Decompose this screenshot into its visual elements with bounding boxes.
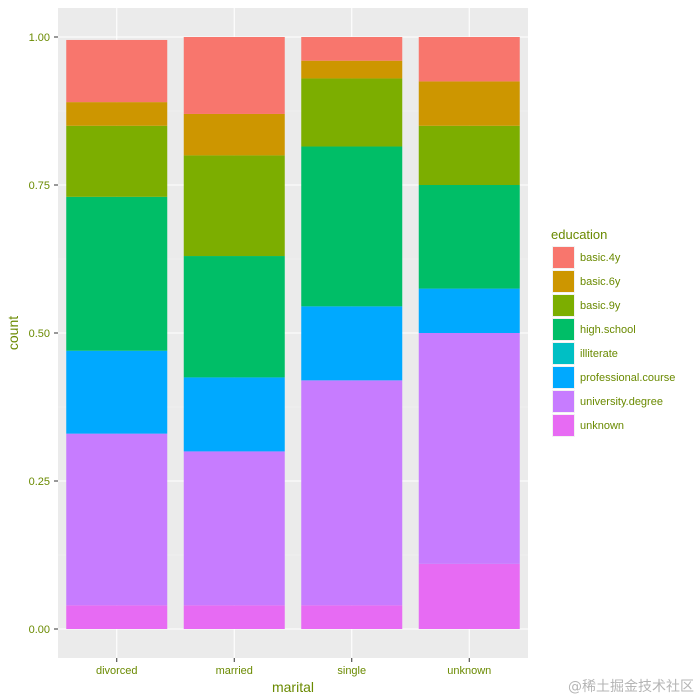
legend-title: education xyxy=(551,227,607,242)
x-tick-label: married xyxy=(216,665,253,677)
y-axis: 0.00 0.25 0.50 0.75 1.00 xyxy=(29,32,58,636)
x-axis-title: marital xyxy=(272,679,314,695)
bar-segment-married-unknown xyxy=(183,605,285,629)
bar-segment-divorced-basic-9y xyxy=(66,125,168,197)
bar-segment-divorced-unknown xyxy=(66,605,168,629)
bar-segment-divorced-university-degree xyxy=(66,433,168,606)
legend-label: professional.course xyxy=(580,372,675,384)
bar-segment-divorced-professional-course xyxy=(66,350,168,434)
bar-segment-married-basic-4y xyxy=(183,37,285,114)
bars xyxy=(66,37,520,629)
y-tick-label: 0.75 xyxy=(29,180,50,192)
bar-segment-divorced-high-school xyxy=(66,196,168,351)
bar-segment-married-basic-9y xyxy=(183,155,285,257)
y-tick-label: 0.25 xyxy=(29,476,50,488)
legend-swatch-university-degree xyxy=(553,391,574,412)
legend-label: unknown xyxy=(580,420,624,432)
y-tick-label: 0.50 xyxy=(29,328,50,340)
bar-segment-unknown-basic-9y xyxy=(418,125,520,185)
bar-segment-single-basic-9y xyxy=(301,78,403,147)
bar-segment-unknown-basic-4y xyxy=(418,37,520,82)
legend: education basic.4y basic.6y basic.9y high.s… xyxy=(551,227,675,437)
y-tick-label: 1.00 xyxy=(29,32,50,44)
legend-swatch-high-school xyxy=(553,319,574,340)
bar-segment-married-professional-course xyxy=(183,377,285,452)
bar-segment-married-university-degree xyxy=(183,451,285,606)
legend-swatch-basic-6y xyxy=(553,271,574,292)
x-axis: divorced married single unknown xyxy=(96,658,491,677)
bar-segment-unknown-professional-course xyxy=(418,288,520,333)
bar-segment-single-basic-6y xyxy=(301,60,403,79)
legend-label: basic.6y xyxy=(580,276,621,288)
bar-segment-married-high-school xyxy=(183,256,285,378)
watermark: @稀土掘金技术社区 xyxy=(568,679,694,695)
x-tick-label: unknown xyxy=(447,665,491,677)
bar-segment-single-university-degree xyxy=(301,380,403,606)
legend-swatch-basic-4y xyxy=(553,247,574,268)
legend-label: illiterate xyxy=(580,348,618,360)
legend-swatch-unknown xyxy=(553,415,574,436)
bar-segment-unknown-university-degree xyxy=(418,333,520,564)
bar-segment-married-basic-6y xyxy=(183,113,285,156)
bar-segment-unknown-high-school xyxy=(418,185,520,289)
legend-label: basic.4y xyxy=(580,252,621,264)
x-tick-label: divorced xyxy=(96,665,138,677)
bar-segment-single-professional-course xyxy=(301,306,403,381)
legend-swatch-basic-9y xyxy=(553,295,574,316)
legend-swatch-illiterate xyxy=(553,343,574,364)
y-tick-label: 0.00 xyxy=(29,624,50,636)
bar-segment-divorced-basic-6y xyxy=(66,102,168,126)
bar-segment-unknown-basic-6y xyxy=(418,81,520,126)
legend-label: university.degree xyxy=(580,396,663,408)
legend-label: high.school xyxy=(580,324,636,336)
bar-segment-single-unknown xyxy=(301,605,403,629)
bar-segment-single-basic-4y xyxy=(301,37,403,61)
y-axis-title: count xyxy=(5,316,21,350)
x-tick-label: single xyxy=(337,665,366,677)
bar-segment-unknown-unknown xyxy=(418,563,520,629)
bar-segment-divorced-basic-4y xyxy=(66,39,168,103)
legend-label: basic.9y xyxy=(580,300,621,312)
bar-segment-single-high-school xyxy=(301,146,403,307)
legend-swatch-professional-course xyxy=(553,367,574,388)
